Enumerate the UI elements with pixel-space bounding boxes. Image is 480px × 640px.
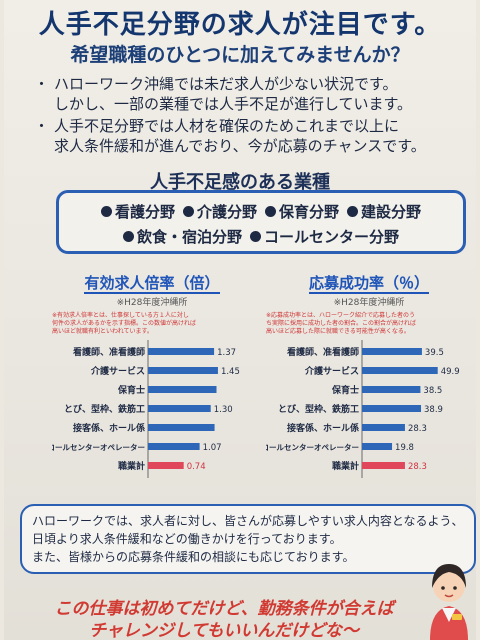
data-bar (148, 424, 215, 431)
jobs-row-2: 飲食・宿泊分野 コールセンター分野 (59, 226, 463, 247)
job-label: コールセンター分野 (264, 228, 400, 246)
bullet-line: 人手不足分野では人材を確保のためこれまで以上に (54, 117, 400, 135)
note-line: ※有効求人倍率とは、仕事探している方１人に対し (52, 312, 189, 319)
data-bar (362, 348, 422, 355)
info-line: また、皆様からの応募条件緩和の相談にも応じております。 (32, 550, 355, 564)
bullet-line: 求人条件緩和が進んでおり、今が応募のチャンスです。 (54, 137, 426, 155)
bullet-dot-icon (250, 231, 261, 242)
info-box: ハローワークでは、求人者に対し、皆さんが応募しやすい求人内容となるよう、 日頃よ… (20, 504, 476, 574)
data-label: 0.74 (187, 462, 206, 472)
data-bar (362, 424, 405, 431)
data-bar (148, 348, 215, 355)
category-label: とび、型枠、鉄筋工 (278, 403, 359, 415)
data-label: 19.8 (395, 443, 414, 453)
data-bar (148, 443, 200, 450)
note-line: 高いほど就職有利といわれています。 (52, 328, 153, 335)
intro-bullet: 人手不足分野では人材を確保のためこれまで以上に 求人条件緩和が進んでおり、今が応… (34, 116, 480, 156)
data-bar (148, 405, 211, 412)
job-item: 看護分野 (100, 201, 175, 222)
bullet-line: しかし、一部の業種では人手不足が進行しています。 (54, 95, 413, 113)
category-label: 接客係、ホール係 (73, 422, 145, 434)
data-label: 1.30 (214, 405, 233, 415)
job-label: 飲食・宿泊分野 (136, 228, 242, 246)
chart-source: ※H28年度沖縄所 (333, 298, 405, 308)
category-label: とび、型枠、鉄筋工 (64, 403, 145, 415)
chart-title-text: 有効求人倍率（倍） (84, 274, 220, 294)
job-label: 建設分野 (361, 203, 422, 221)
woman-illustration (430, 564, 468, 640)
flyer-page: 人手不足分野の求人が注目です。 希望職種のひとつに加えてみませんか？ ハローワー… (4, 0, 476, 640)
page-title: 人手不足分野の求人が注目です。 (38, 10, 442, 40)
job-item: コールセンター分野 (250, 226, 399, 247)
category-label: 看護師、准看護師 (73, 346, 145, 358)
job-label: 保育分野 (279, 203, 340, 221)
slogan-line: チャレンジしてもいいんだけどな～ (89, 621, 359, 640)
data-label: 28.3 (408, 462, 427, 472)
data-label: 1.37 (217, 348, 236, 358)
shortage-title-text: 人手不足感のある業種 (150, 172, 330, 197)
job-label: 介護分野 (196, 203, 257, 221)
category-label: 介護サービス (304, 365, 359, 377)
category-label: 接客係、ホール係 (287, 422, 359, 434)
category-label: 職業計 (332, 460, 359, 472)
category-label: 保育士 (331, 384, 359, 396)
data-label: 1.45 (221, 367, 240, 377)
data-label: 38.5 (423, 386, 442, 396)
chart-source: ※H28年度沖縄所 (116, 298, 188, 308)
note-line: ち実際に採用に成功した者の割合。この割合が高ければ (266, 320, 417, 327)
data-bar (362, 367, 438, 374)
chart-title-text: 応募成功率（％） (308, 274, 429, 294)
note-line: 高いほど応募した際に就職できる可能性が高くなる。 (266, 328, 410, 335)
page-subtitle: 希望職種のひとつに加えてみませんか？ (70, 44, 410, 66)
bullet-line: ハローワーク沖縄では未だ求人が少ない状況です。 (54, 75, 398, 93)
category-label: 看護師、准看護師 (287, 346, 359, 358)
category-label: 職業計 (118, 460, 145, 472)
chart-note: ※有効求人倍率とは、仕事探している方１人に対し 何件の求人があるかを示す指標。こ… (52, 312, 252, 336)
bullet-dot-icon (347, 206, 359, 217)
chart-title: 応募成功率（％） (266, 272, 472, 294)
shortage-jobs-box: 看護分野 介護分野 保育分野 建設分野 飲食・宿泊分野 コールセンター分野 (56, 190, 466, 254)
total-bar (362, 462, 405, 469)
chart-note: ※応募成功率とは、ハローワーク紹介で応募した者のう ち実際に採用に成功した者の割… (266, 312, 472, 336)
intro-bullet: ハローワーク沖縄では未だ求人が少ない状況です。 しかし、一部の業種では人手不足が… (34, 74, 480, 114)
data-bar (362, 443, 393, 450)
shortage-section-title: 人手不足感のある業種 (4, 168, 476, 197)
note-line: ※応募成功率とは、ハローワーク紹介で応募した者のう (266, 312, 416, 319)
note-line: 何件の求人があるかを示す指標。この数値が高ければ (52, 320, 197, 327)
chart-title: 有効求人倍率（倍） (52, 272, 252, 294)
data-bar (148, 386, 217, 393)
info-line: ハローワークでは、求人者に対し、皆さんが応募しやすい求人内容となるよう、 (32, 514, 464, 528)
job-item: 保育分野 (265, 201, 339, 222)
category-label: 保育士 (117, 384, 145, 396)
category-label: コールセンターオペレーター (266, 442, 359, 452)
jobs-row-1: 看護分野 介護分野 保育分野 建設分野 (59, 201, 463, 222)
slogan-line: この仕事は初めてだけど、勤務条件が合えば (54, 599, 394, 619)
data-label: 38.9 (424, 405, 443, 415)
data-bar (362, 386, 421, 393)
data-label: 1.07 (203, 443, 222, 453)
job-item: 建設分野 (347, 201, 421, 222)
job-offer-ratio-chart: 有効求人倍率（倍） ※H28年度沖縄所 ※有効求人倍率とは、仕事探している方１人… (52, 272, 252, 478)
chart-plot: 看護師、准看護師 39.5 介護サービス 49.9 保育士 38.5 とび、型枠、鉄筋工 38… (266, 340, 460, 478)
bullet-dot-icon (182, 206, 194, 217)
job-item: 飲食・宿泊分野 (122, 226, 242, 247)
data-label: 39.5 (425, 348, 444, 358)
bullet-dot-icon (122, 231, 134, 242)
data-label: 28.3 (408, 424, 427, 434)
intro-bullets: ハローワーク沖縄では未だ求人が少ない状況です。 しかし、一部の業種では人手不足が… (34, 74, 480, 158)
data-bar (362, 405, 422, 412)
job-label: 看護分野 (114, 203, 175, 221)
data-bar (148, 367, 218, 374)
total-bar (148, 462, 184, 469)
application-success-rate-chart: 応募成功率（％） ※H28年度沖縄所 ※応募成功率とは、ハローワーク紹介で応募し… (266, 272, 472, 478)
info-line: 日頃より求人条件緩和などの働きかけを行っております。 (32, 532, 342, 546)
bullet-dot-icon (265, 206, 276, 217)
category-label: コールセンターオペレーター (52, 442, 145, 452)
job-item: 介護分野 (182, 201, 257, 222)
category-label: 介護サービス (90, 365, 145, 377)
bullet-dot-icon (100, 206, 112, 217)
data-label: 49.9 (441, 367, 460, 377)
